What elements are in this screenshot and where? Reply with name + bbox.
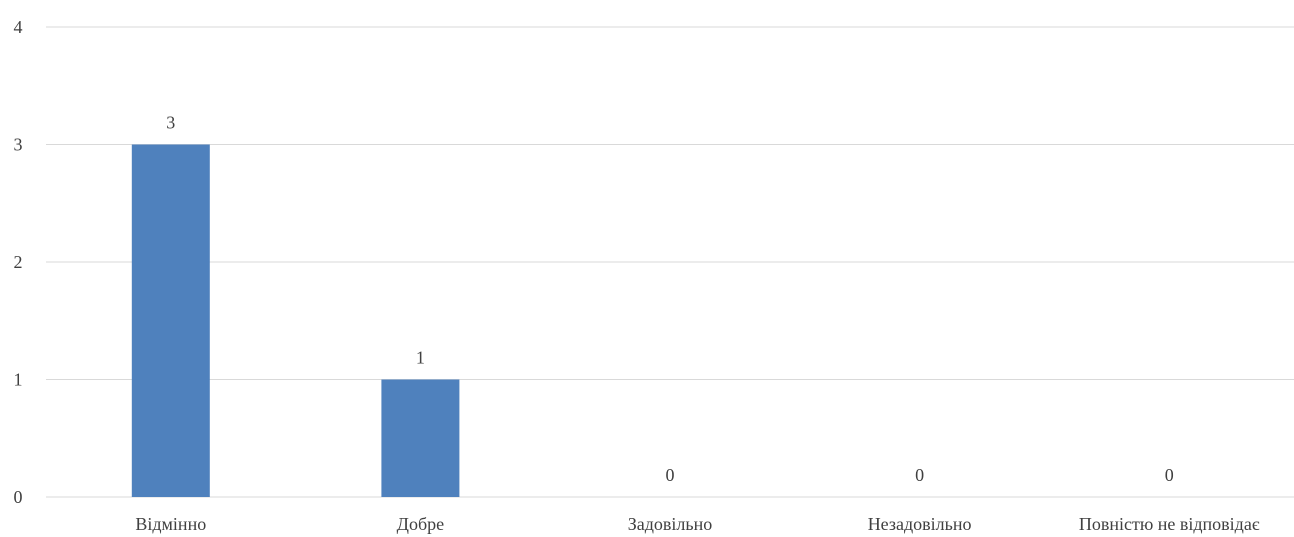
y-tick-label: 2 — [14, 252, 23, 272]
y-tick-label: 0 — [14, 487, 23, 507]
data-label: 1 — [416, 348, 425, 368]
data-label: 3 — [166, 113, 175, 133]
x-axis-categories: Відмінно Добре Задовільно Незадовільно Повні… — [135, 514, 1259, 534]
data-label: 0 — [915, 465, 924, 485]
x-category-label: Відмінно — [135, 514, 206, 534]
x-category-label: Добре — [397, 514, 444, 534]
y-axis-ticks: 0 1 2 3 4 — [14, 17, 23, 507]
x-category-label: Незадовільно — [868, 514, 972, 534]
data-label: 0 — [1165, 465, 1174, 485]
y-tick-label: 1 — [14, 370, 23, 390]
x-category-label: Задовільно — [628, 514, 713, 534]
data-label: 0 — [666, 465, 675, 485]
y-tick-label: 3 — [14, 135, 23, 155]
bar — [131, 144, 210, 497]
x-category-label: Повністю не відповідає — [1079, 514, 1260, 534]
gridlines — [46, 26, 1294, 498]
bars — [131, 144, 460, 497]
bar — [381, 379, 460, 497]
data-labels: 3 1 0 0 0 — [166, 113, 1173, 486]
y-tick-label: 4 — [14, 17, 23, 37]
